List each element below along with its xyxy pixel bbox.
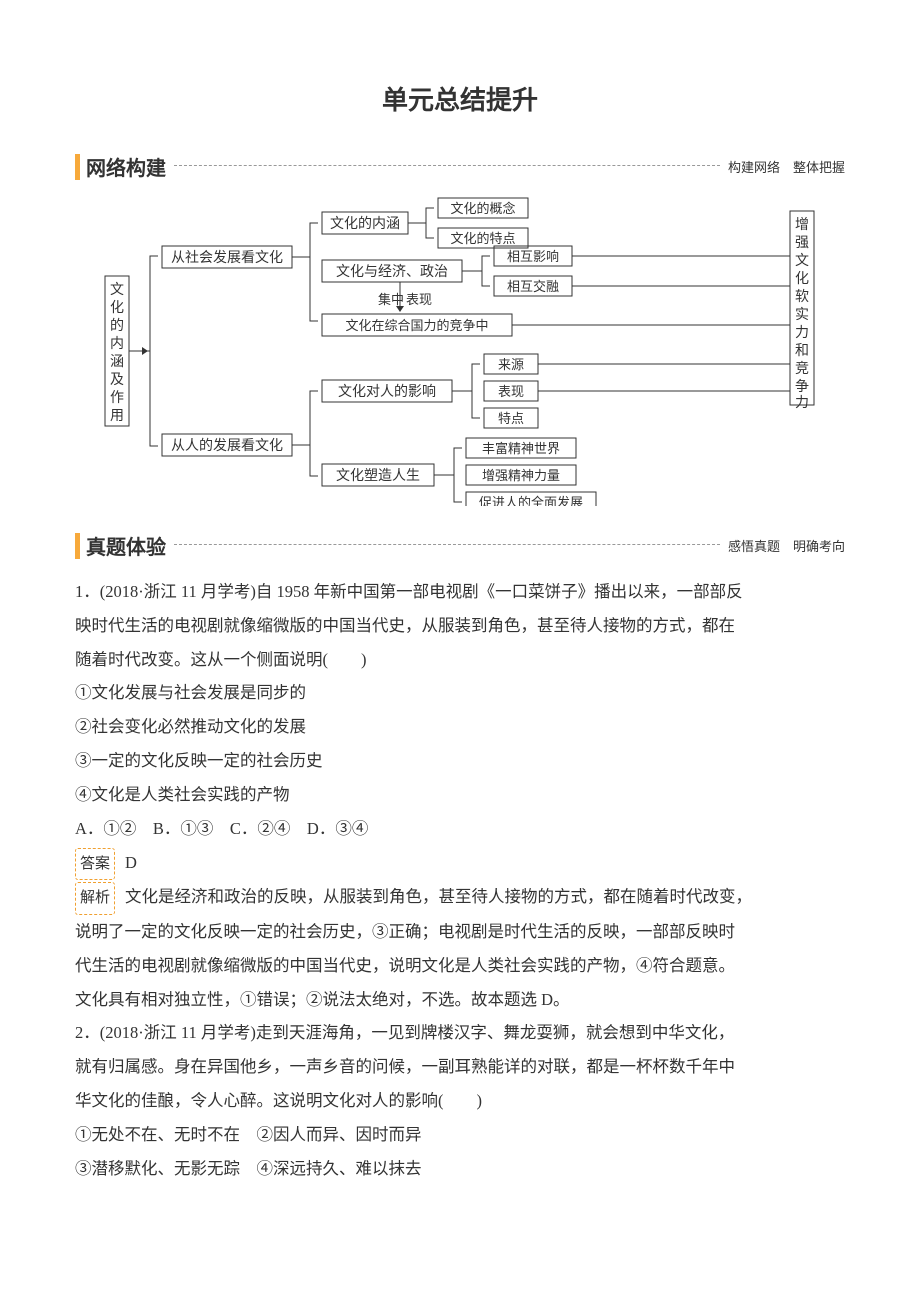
- section-accent-bar: [75, 154, 80, 180]
- q2-stem-line: 2．(2018·浙江 11 月学考)走到天涯海角，一见到牌楼汉字、舞龙耍狮，就会…: [75, 1016, 845, 1050]
- q2-option-line: ③潜移默化、无影无踪 ④深远持久、难以抹去: [75, 1152, 845, 1186]
- concept-diagram: 文 化 的 内 涵 及 作 用 增 强 文 化 软 实 力 和 竞 争 力: [75, 196, 845, 506]
- svg-text:化: 化: [795, 271, 809, 287]
- svg-text:力: 力: [795, 325, 809, 341]
- svg-text:文: 文: [795, 253, 809, 269]
- q2-stem-line: 华文化的佳酿，令人心醉。这说明文化对人的影响( ): [75, 1084, 845, 1118]
- svg-text:争: 争: [795, 379, 809, 395]
- svg-text:表现: 表现: [406, 292, 432, 307]
- answer-label: 答案: [75, 848, 115, 881]
- section-tail: 构建网络 整体把握: [728, 157, 845, 176]
- svg-text:相互影响: 相互影响: [507, 249, 559, 264]
- svg-text:文化在综合国力的竞争中: 文化在综合国力的竞争中: [345, 318, 488, 333]
- svg-text:化: 化: [110, 300, 124, 316]
- svg-text:增强精神力量: 增强精神力量: [482, 468, 560, 483]
- svg-text:实: 实: [795, 307, 809, 323]
- section-accent-bar: [75, 533, 80, 559]
- svg-text:文化的特点: 文化的特点: [450, 231, 515, 246]
- svg-text:增: 增: [795, 217, 809, 233]
- svg-text:用: 用: [110, 409, 124, 424]
- svg-text:特点: 特点: [498, 411, 524, 426]
- q1-option: ③一定的文化反映一定的社会历史: [75, 744, 845, 778]
- q2-stem-line: 就有归属感。身在异国他乡，一声乡音的问候，一副耳熟能详的对联，都是一杯杯数千年中: [75, 1050, 845, 1084]
- svg-text:的: 的: [110, 318, 124, 334]
- svg-text:集中: 集中: [378, 292, 404, 307]
- svg-text:作: 作: [110, 390, 124, 406]
- svg-text:竞: 竞: [795, 360, 809, 377]
- svg-text:相互交融: 相互交融: [507, 279, 559, 294]
- question-1: 1．(2018·浙江 11 月学考)自 1958 年新中国第一部电视剧《一口菜饼…: [75, 575, 845, 1016]
- q1-stem-line: 1．(2018·浙江 11 月学考)自 1958 年新中国第一部电视剧《一口菜饼…: [75, 575, 845, 609]
- svg-text:丰富精神世界: 丰富精神世界: [482, 441, 560, 456]
- q1-option: ④文化是人类社会实践的产物: [75, 778, 845, 812]
- q1-analysis-line: 说明了一定的文化反映一定的社会历史，③正确；电视剧是时代生活的反映，一部部反映时: [75, 915, 845, 949]
- svg-text:及: 及: [110, 372, 124, 388]
- svg-text:文化塑造人生: 文化塑造人生: [336, 468, 420, 484]
- svg-text:文化对人的影响: 文化对人的影响: [338, 384, 436, 400]
- q1-answer: 答案 D: [75, 846, 845, 881]
- answer-value: D: [125, 853, 137, 872]
- question-2: 2．(2018·浙江 11 月学考)走到天涯海角，一见到牌楼汉字、舞龙耍狮，就会…: [75, 1016, 845, 1185]
- svg-text:文化的内涵: 文化的内涵: [330, 216, 400, 232]
- q2-option-line: ①无处不在、无时不在 ②因人而异、因时而异: [75, 1118, 845, 1152]
- svg-text:文: 文: [110, 282, 124, 298]
- q1-stem-line: 映时代生活的电视剧就像缩微版的中国当代史，从服装到角色，甚至待人接物的方式，都在: [75, 609, 845, 643]
- node-mid-upper: 从社会发展看文化: [171, 250, 283, 266]
- svg-text:促进人的全面发展: 促进人的全面发展: [479, 495, 583, 506]
- q1-analysis-line: 解析文化是经济和政治的反映，从服装到角色，甚至待人接物的方式，都在随着时代改变，: [75, 880, 845, 915]
- q1-option: ①文化发展与社会发展是同步的: [75, 676, 845, 710]
- page-title: 单元总结提升: [75, 80, 845, 117]
- section-label: 真题体验: [86, 531, 166, 560]
- q1-analysis-line: 文化具有相对独立性，①错误；②说法太绝对，不选。故本题选 D。: [75, 983, 845, 1017]
- svg-text:力: 力: [795, 395, 809, 411]
- svg-text:涵: 涵: [110, 354, 124, 370]
- analysis-text: 文化是经济和政治的反映，从服装到角色，甚至待人接物的方式，都在随着时代改变，: [125, 887, 752, 906]
- section-label: 网络构建: [86, 152, 166, 181]
- section-header-truequestion: 真题体验 感悟真题 明确考向: [75, 531, 845, 560]
- q1-stem-line: 随着时代改变。这从一个侧面说明( ): [75, 643, 845, 677]
- section-dashline: [174, 543, 720, 545]
- svg-text:软: 软: [795, 289, 809, 305]
- svg-text:文化与经济、政治: 文化与经济、政治: [336, 264, 448, 280]
- q1-analysis-line: 代生活的电视剧就像缩微版的中国当代史，说明文化是人类社会实践的产物，④符合题意。: [75, 949, 845, 983]
- svg-text:内: 内: [110, 336, 124, 352]
- analysis-label: 解析: [75, 882, 115, 915]
- section-dashline: [174, 164, 720, 166]
- q1-option: ②社会变化必然推动文化的发展: [75, 710, 845, 744]
- svg-text:来源: 来源: [498, 357, 524, 372]
- svg-text:表现: 表现: [498, 384, 524, 399]
- svg-text:和: 和: [795, 343, 809, 359]
- svg-text:文化的概念: 文化的概念: [450, 201, 515, 216]
- svg-text:强: 强: [795, 236, 809, 251]
- section-tail: 感悟真题 明确考向: [728, 536, 845, 555]
- section-header-network: 网络构建 构建网络 整体把握: [75, 152, 845, 181]
- q1-choices: A．①② B．①③ C．②④ D．③④: [75, 812, 845, 846]
- svg-text:从人的发展看文化: 从人的发展看文化: [171, 438, 283, 454]
